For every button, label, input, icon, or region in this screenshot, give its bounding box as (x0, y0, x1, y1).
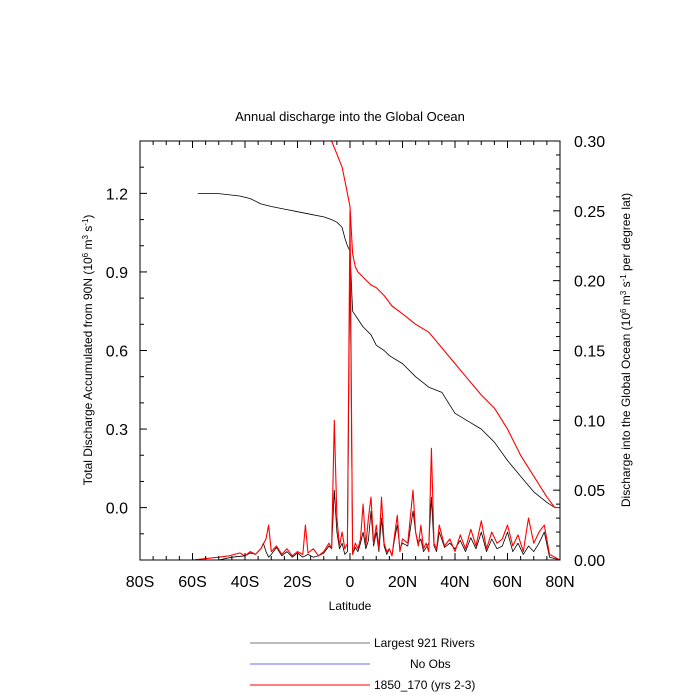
right-y-tick-label: 0.10 (574, 413, 605, 430)
left-y-tick-label: 0.9 (106, 265, 128, 282)
x-tick-label: 40N (440, 574, 469, 591)
left-y-tick-label: 0.3 (106, 422, 128, 439)
x-axis-label: Latitude (329, 599, 372, 613)
right-y-tick-label: 0.25 (574, 204, 605, 221)
plot-area: 80S 60S 40S 20S 0 20N 40N 60N 80N 0.0 0.3 0.6 0.9 1.2… (106, 134, 605, 591)
right-y-tick-label: 0.05 (574, 483, 605, 500)
x-tick-label: 40S (231, 574, 259, 591)
x-tick-label: 20S (283, 574, 311, 591)
x-tick-label: 80S (126, 574, 154, 591)
series-line-accumulated-black (197, 193, 560, 509)
legend-label: Largest 921 Rivers (374, 636, 475, 650)
legend-label: 1850_170 (yrs 2-3) (374, 678, 475, 692)
legend-label: No Obs (410, 657, 451, 671)
chart-title: Annual discharge into the Global Ocean (235, 109, 465, 124)
x-tick-label: 80N (545, 574, 574, 591)
x-tick-label: 60S (178, 574, 206, 591)
x-tick-label: 60N (493, 574, 522, 591)
series-line-accumulated-red (331, 141, 560, 509)
left-y-tick-label: 0.0 (106, 501, 128, 518)
series-lines (140, 141, 560, 560)
series-line-per-degree-red (140, 210, 560, 560)
right-y-tick-label: 0.20 (574, 274, 605, 291)
series-line-per-degree-black (140, 252, 560, 560)
x-tick-label: 0 (346, 574, 355, 591)
left-y-tick-label: 1.2 (106, 186, 128, 203)
right-y-axis-label: Discharge into the Global Ocean (106 m3 … (619, 193, 634, 507)
legend: Largest 921 Rivers No Obs 1850_170 (yrs 2-… (250, 636, 475, 692)
right-y-tick-label: 0.00 (574, 553, 605, 570)
left-y-axis-label: Total Discharge Accumulated from 90N (10… (81, 215, 96, 486)
x-tick-label: 20N (388, 574, 417, 591)
right-y-tick-label: 0.30 (574, 134, 605, 151)
left-y-tick-label: 0.6 (106, 344, 128, 361)
right-y-tick-label: 0.15 (574, 344, 605, 361)
